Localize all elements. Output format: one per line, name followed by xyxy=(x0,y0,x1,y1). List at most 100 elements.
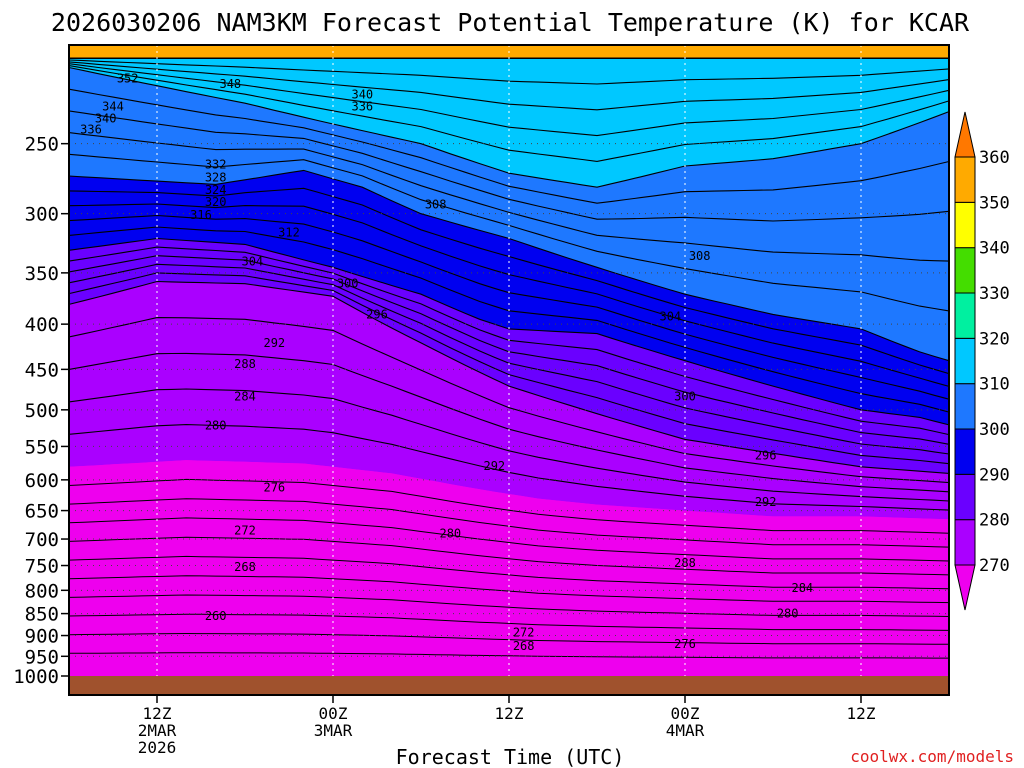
colorbar-segment xyxy=(954,292,976,339)
contour-label: 340 xyxy=(351,88,373,102)
contour-line xyxy=(68,110,950,222)
y-tick-label: 750 xyxy=(25,556,59,578)
colorbar-segment xyxy=(954,428,976,475)
colorbar-segment xyxy=(954,473,976,521)
contour-line xyxy=(68,132,950,262)
y-tick-label: 400 xyxy=(25,314,59,336)
contour-label: 304 xyxy=(241,255,263,269)
contour-label: 328 xyxy=(205,170,227,184)
colorbar-label: 320 xyxy=(979,329,1010,349)
x-tick-label: 2MAR xyxy=(138,721,177,740)
contour-label: 296 xyxy=(366,307,388,321)
y-axis: 2503003504004505005506006507007508008509… xyxy=(13,134,69,688)
colorbar-label: 350 xyxy=(979,193,1010,213)
x-tick-label: 4MAR xyxy=(666,721,705,740)
y-tick-label: 700 xyxy=(25,529,59,551)
contour-label: 304 xyxy=(659,309,681,323)
contour-label: 284 xyxy=(234,390,256,404)
colorbar-segment xyxy=(954,156,976,203)
contour-label: 344 xyxy=(102,100,124,114)
x-tick-label: 12Z xyxy=(847,704,876,723)
contour-label: 308 xyxy=(689,249,711,263)
contour-label: 352 xyxy=(117,72,139,86)
contour-label: 296 xyxy=(755,448,777,462)
band-280-290 xyxy=(69,238,949,474)
contour-label: 300 xyxy=(674,390,696,404)
contour-label: 340 xyxy=(95,111,117,125)
y-tick-label: 550 xyxy=(25,436,59,458)
contour-label: 268 xyxy=(234,560,256,574)
contour-line xyxy=(69,652,949,659)
contour-line xyxy=(68,317,950,484)
y-tick-label: 800 xyxy=(25,580,59,602)
colorbar: 270 280 290 300 310 320 330 340 350 360 xyxy=(954,111,1010,611)
y-tick-label: 250 xyxy=(25,134,59,156)
colorbar-label: 330 xyxy=(979,284,1010,304)
contour-label: 280 xyxy=(777,607,799,621)
colorbar-label: 300 xyxy=(979,420,1010,440)
colorbar-segment xyxy=(954,337,976,385)
y-tick-label: 850 xyxy=(25,604,59,626)
colorbar-top-arrow xyxy=(954,111,976,158)
x-axis-label: Forecast Time (UTC) xyxy=(396,745,625,768)
contour-label: 336 xyxy=(80,123,102,137)
y-tick-label: 900 xyxy=(25,626,59,648)
colorbar-segment xyxy=(954,519,976,566)
y-tick-label: 950 xyxy=(25,646,59,668)
contour-label: 288 xyxy=(234,357,256,371)
x-tick-label: 12Z xyxy=(495,704,524,723)
y-tick-label: 1000 xyxy=(13,666,59,688)
contour-line xyxy=(68,594,950,617)
contour-label: 284 xyxy=(791,581,813,595)
contour-label: 292 xyxy=(755,495,777,509)
contour-label: 324 xyxy=(205,183,227,197)
contour-line xyxy=(68,536,950,576)
contour-label: 268 xyxy=(513,639,535,653)
contour-label: 332 xyxy=(205,158,227,172)
colorbar-segment xyxy=(954,383,976,430)
contour-line xyxy=(68,66,950,188)
x-tick-label: 12Z xyxy=(143,704,172,723)
plot-area: 352 3483443403363403363323283243203163123… xyxy=(68,44,950,696)
y-tick-label: 350 xyxy=(25,263,59,285)
contour-label: 336 xyxy=(351,100,373,114)
colorbar-label: 310 xyxy=(979,375,1010,395)
contour-line xyxy=(68,63,950,137)
contour-label: 292 xyxy=(263,336,285,350)
y-tick-label: 650 xyxy=(25,501,59,523)
colorbar-label: 290 xyxy=(979,465,1010,485)
credit-text: coolwx.com/models xyxy=(850,747,1014,766)
x-tick-label: 00Z xyxy=(319,704,348,723)
chart-title: 2026030206 NAM3KM Forecast Potential Tem… xyxy=(51,8,970,37)
y-tick-label: 500 xyxy=(25,400,59,422)
contour-line xyxy=(68,272,950,465)
contour-label: 280 xyxy=(205,419,227,433)
contour-label: 312 xyxy=(278,225,300,239)
x-tick-label: 2026 xyxy=(138,738,177,757)
contour-label: 280 xyxy=(439,527,461,541)
colorbar-label: 360 xyxy=(979,148,1010,168)
contour-line xyxy=(68,65,950,162)
colorbar-label: 270 xyxy=(979,556,1010,576)
colorbar-label: 280 xyxy=(979,511,1010,531)
contour-line xyxy=(68,517,950,562)
colorbar-bottom-arrow xyxy=(954,564,976,611)
contour-line xyxy=(68,388,950,502)
contour-label: 320 xyxy=(205,195,227,209)
y-tick-label: 450 xyxy=(25,359,59,381)
contour-label: 272 xyxy=(513,626,535,640)
contour-line xyxy=(68,88,950,204)
contour-label: 300 xyxy=(337,277,359,291)
colorbar-segment xyxy=(954,247,976,294)
colorbar-segment xyxy=(954,201,976,249)
y-tick-label: 600 xyxy=(25,470,59,492)
contour-label: 276 xyxy=(674,637,696,651)
contour-label: 348 xyxy=(219,77,241,91)
y-tick-label: 300 xyxy=(25,204,59,226)
contour-label: 316 xyxy=(190,208,212,222)
contour-line xyxy=(68,478,950,534)
x-tick-label: 00Z xyxy=(671,704,700,723)
ground-surface xyxy=(69,676,949,695)
